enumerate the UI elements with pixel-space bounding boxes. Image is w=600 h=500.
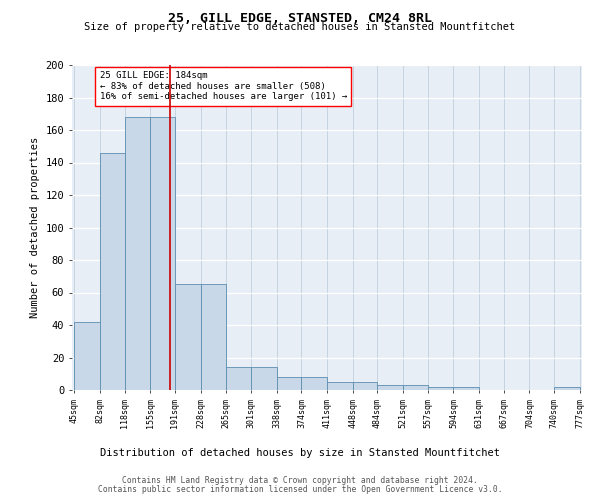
Bar — [175, 284, 200, 390]
Bar — [226, 367, 251, 390]
Bar — [554, 387, 580, 390]
Bar — [277, 377, 301, 390]
Text: 25 GILL EDGE: 184sqm
← 83% of detached houses are smaller (508)
16% of semi-deta: 25 GILL EDGE: 184sqm ← 83% of detached h… — [100, 72, 347, 102]
Text: Size of property relative to detached houses in Stansted Mountfitchet: Size of property relative to detached ho… — [85, 22, 515, 32]
Bar — [200, 284, 226, 390]
Bar — [251, 367, 277, 390]
Bar — [125, 117, 150, 390]
Bar — [74, 322, 100, 390]
Bar — [100, 153, 125, 390]
Bar — [377, 385, 403, 390]
Bar — [428, 387, 454, 390]
Bar — [403, 385, 428, 390]
Y-axis label: Number of detached properties: Number of detached properties — [30, 137, 40, 318]
Text: Distribution of detached houses by size in Stansted Mountfitchet: Distribution of detached houses by size … — [100, 448, 500, 458]
Bar — [150, 117, 175, 390]
Bar — [353, 382, 377, 390]
Bar — [327, 382, 353, 390]
Text: Contains HM Land Registry data © Crown copyright and database right 2024.: Contains HM Land Registry data © Crown c… — [122, 476, 478, 485]
Bar — [454, 387, 479, 390]
Bar — [301, 377, 327, 390]
Text: 25, GILL EDGE, STANSTED, CM24 8RL: 25, GILL EDGE, STANSTED, CM24 8RL — [168, 12, 432, 26]
Text: Contains public sector information licensed under the Open Government Licence v3: Contains public sector information licen… — [98, 485, 502, 494]
